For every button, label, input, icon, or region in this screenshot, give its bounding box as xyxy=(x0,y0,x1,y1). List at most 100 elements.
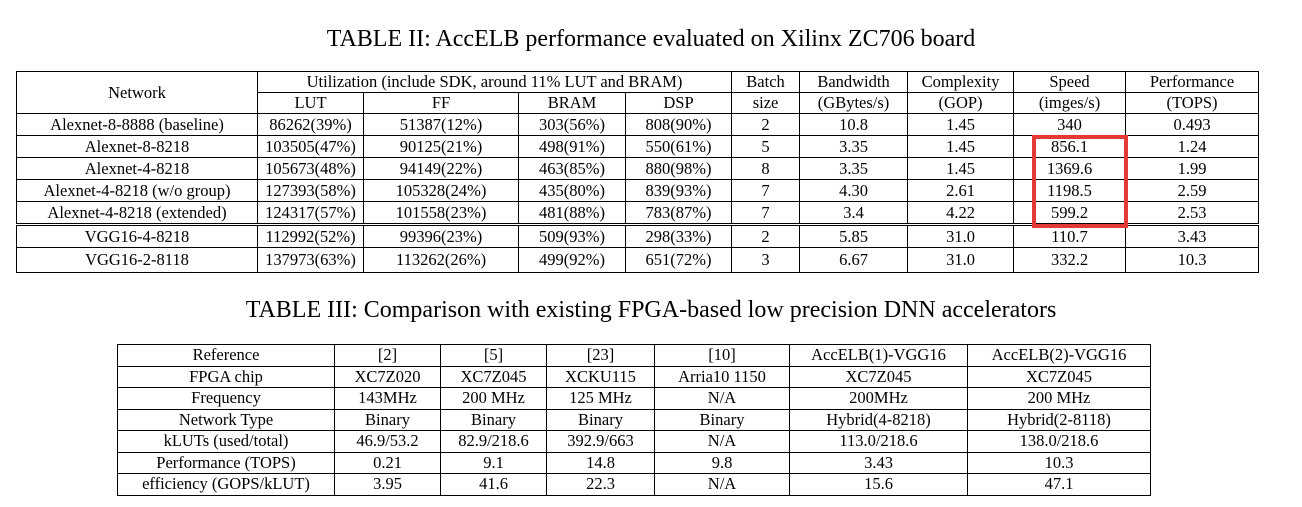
cell-value: Binary xyxy=(654,408,790,431)
cell-complexity: 31.0 xyxy=(907,247,1015,273)
cell-bram: 509(93%) xyxy=(518,223,626,248)
table-row: Alexnet-4-8218 105673(48%) 94149(22%) 463(8… xyxy=(16,157,1260,180)
cell-value: Arria10 1150 xyxy=(654,365,790,388)
cell-value: 22.3 xyxy=(546,473,655,496)
cell-value: Binary xyxy=(334,408,441,431)
cell-speed: 1198.5 xyxy=(1013,179,1127,202)
cell-ff: 94149(22%) xyxy=(363,157,519,180)
cell-value: 143MHz xyxy=(334,387,441,410)
cell-network: Alexnet-4-8218 (extended) xyxy=(16,201,258,225)
cell-batch: 3 xyxy=(731,247,801,273)
cell-value: N/A xyxy=(654,473,790,496)
cell-dsp: 783(87%) xyxy=(624,201,733,225)
cell-dsp: 550(61%) xyxy=(624,135,733,158)
cell-dsp: 839(93%) xyxy=(624,179,733,202)
cell-bram: 498(91%) xyxy=(518,135,626,158)
cell-value: AccELB(2)-VGG16 xyxy=(967,344,1151,367)
header-network: Network xyxy=(16,71,258,114)
header-batch-unit: size xyxy=(731,92,801,114)
header-speed-unit: (imges/s) xyxy=(1013,92,1127,114)
cell-value: 200 MHz xyxy=(967,387,1151,410)
cell-network: Alexnet-8-8888 (baseline) xyxy=(16,113,258,136)
cell-ff: 90125(21%) xyxy=(363,135,519,158)
header-bram: BRAM xyxy=(518,92,626,114)
speed-highlight-box xyxy=(1032,135,1128,228)
row-label: Network Type xyxy=(117,408,335,431)
cell-value: 47.1 xyxy=(967,473,1151,496)
cell-value: 392.9/663 xyxy=(546,430,655,453)
cell-bram: 481(88%) xyxy=(518,201,626,225)
cell-ff: 51387(12%) xyxy=(363,113,519,136)
cell-value: 15.6 xyxy=(789,473,968,496)
cell-batch: 5 xyxy=(731,135,801,158)
table3-comparison: Reference [2] [5] [23] [10] AccELB(1)-VGG16 Ac… xyxy=(117,344,1151,496)
table-row: efficiency (GOPS/kLUT) 3.95 41.6 22.3 N/A 15.… xyxy=(117,473,1151,496)
table2-performance: Network Utilization (include SDK, around… xyxy=(16,71,1260,273)
cell-value: Hybrid(2-8118) xyxy=(967,408,1151,431)
row-label: efficiency (GOPS/kLUT) xyxy=(117,473,335,496)
cell-bandwidth: 5.85 xyxy=(799,223,909,248)
cell-dsp: 880(98%) xyxy=(624,157,733,180)
cell-complexity: 2.61 xyxy=(907,179,1015,202)
cell-value: Binary xyxy=(546,408,655,431)
cell-value: [10] xyxy=(654,344,790,367)
cell-batch: 7 xyxy=(731,179,801,202)
cell-value: 3.95 xyxy=(334,473,441,496)
header-bandwidth-unit: (GBytes/s) xyxy=(799,92,909,114)
cell-value: 0.21 xyxy=(334,451,441,474)
cell-bram: 435(80%) xyxy=(518,179,626,202)
table-row: Network Type Binary Binary Binary Binary Hybr… xyxy=(117,408,1151,431)
cell-batch: 2 xyxy=(731,223,801,248)
cell-performance: 0.493 xyxy=(1125,113,1260,136)
cell-batch: 2 xyxy=(731,113,801,136)
cell-value: 46.9/53.2 xyxy=(334,430,441,453)
header-dsp: DSP xyxy=(624,92,733,114)
cell-bandwidth: 4.30 xyxy=(799,179,909,202)
cell-performance: 1.24 xyxy=(1125,135,1260,158)
cell-value: XC7Z020 xyxy=(334,365,441,388)
cell-value: [2] xyxy=(334,344,441,367)
cell-dsp: 651(72%) xyxy=(624,247,733,273)
cell-performance: 2.53 xyxy=(1125,201,1260,225)
cell-value: 200MHz xyxy=(789,387,968,410)
cell-value: 125 MHz xyxy=(546,387,655,410)
row-label: Frequency xyxy=(117,387,335,410)
cell-complexity: 1.45 xyxy=(907,135,1015,158)
header-complexity: Complexity xyxy=(907,71,1015,93)
cell-dsp: 808(90%) xyxy=(624,113,733,136)
cell-performance: 10.3 xyxy=(1125,247,1260,273)
cell-bandwidth: 3.35 xyxy=(799,157,909,180)
cell-bram: 463(85%) xyxy=(518,157,626,180)
cell-speed: 1369.6 xyxy=(1013,157,1127,180)
cell-value: [23] xyxy=(546,344,655,367)
cell-lut: 112992(52%) xyxy=(257,223,364,248)
cell-value: 138.0/218.6 xyxy=(967,430,1151,453)
header-speed: Speed xyxy=(1013,71,1127,93)
cell-value: 113.0/218.6 xyxy=(789,430,968,453)
table-row: Alexnet-4-8218 (w/o group) 127393(58%) 105… xyxy=(16,179,1260,202)
cell-network: Alexnet-4-8218 xyxy=(16,157,258,180)
cell-value: XC7Z045 xyxy=(967,365,1151,388)
cell-lut: 127393(58%) xyxy=(257,179,364,202)
table-row: VGG16-4-8218 112992(52%) 99396(23%) 509(93%… xyxy=(16,223,1260,248)
cell-lut: 86262(39%) xyxy=(257,113,364,136)
cell-value: Binary xyxy=(440,408,547,431)
row-label: FPGA chip xyxy=(117,365,335,388)
cell-lut: 124317(57%) xyxy=(257,201,364,225)
cell-value: 82.9/218.6 xyxy=(440,430,547,453)
cell-lut: 137973(63%) xyxy=(257,247,364,273)
cell-performance: 1.99 xyxy=(1125,157,1260,180)
cell-speed: 332.2 xyxy=(1013,247,1127,273)
header-lut: LUT xyxy=(257,92,364,114)
cell-value: 10.3 xyxy=(967,451,1151,474)
cell-value: [5] xyxy=(440,344,547,367)
table-row: Alexnet-4-8218 (extended) 124317(57%) 1015… xyxy=(16,201,1260,225)
cell-value: XCKU115 xyxy=(546,365,655,388)
table-row: FPGA chip XC7Z020 XC7Z045 XCKU115 Arria10 11… xyxy=(117,365,1151,388)
table-row: VGG16-2-8118 137973(63%) 113262(26%) 499(92… xyxy=(16,247,1260,273)
cell-bram: 499(92%) xyxy=(518,247,626,273)
table-row: Alexnet-8-8888 (baseline) 86262(39%) 51387… xyxy=(16,113,1260,136)
cell-network: Alexnet-8-8218 xyxy=(16,135,258,158)
table-row: Reference [2] [5] [23] [10] AccELB(1)-VGG16 Ac… xyxy=(117,344,1151,367)
table3-caption: TABLE III: Comparison with existing FPGA… xyxy=(245,297,1057,323)
